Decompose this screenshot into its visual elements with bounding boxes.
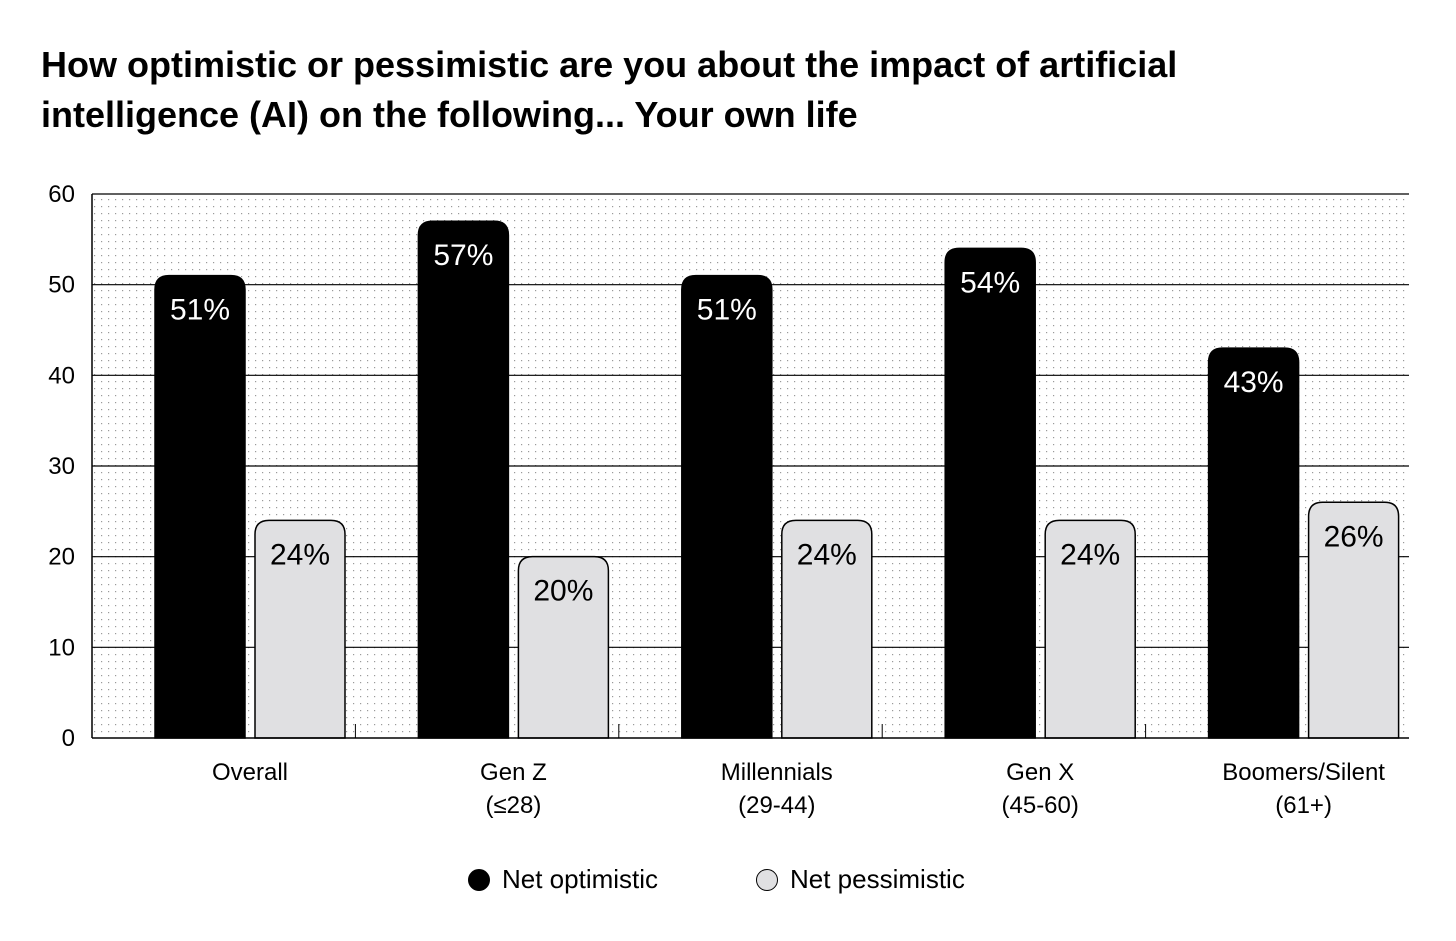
x-tick-label-4-0: Boomers/Silent	[1222, 759, 1385, 786]
x-tick-label-2-0: Millennials	[721, 759, 833, 786]
chart-title-line-2: intelligence (AI) on the following... Yo…	[41, 94, 858, 135]
legend-item-net-pessimistic: Net pessimistic	[756, 864, 965, 895]
legend-label-net-pessimistic: Net pessimistic	[790, 864, 965, 894]
data-label-net-pessimistic-1: 20%	[533, 575, 593, 608]
legend-label-net-optimistic: Net optimistic	[502, 864, 659, 894]
bar-net-optimistic-1	[417, 220, 510, 739]
bar-net-pessimistic-4	[1307, 501, 1400, 739]
x-tick-label-1-1: (≤28)	[485, 792, 541, 819]
y-tick-label-60: 60	[48, 181, 75, 208]
x-tick-label-0-0: Overall	[212, 759, 288, 786]
x-tick-label-3-0: Gen X	[1006, 759, 1074, 786]
x-tick-label-4-1: (61+)	[1275, 792, 1332, 819]
bar-net-optimistic-0	[154, 274, 246, 739]
legend: Net optimistic Net pessimistic	[0, 864, 1456, 900]
bar-net-optimistic-2	[681, 274, 773, 739]
bar-net-optimistic-4	[1207, 347, 1300, 739]
data-label-net-pessimistic-3: 24%	[1060, 538, 1120, 571]
y-tick-label-30: 30	[48, 453, 75, 480]
bar-net-pessimistic-0	[254, 519, 346, 739]
bar-net-pessimistic-3	[1044, 519, 1136, 739]
data-label-net-optimistic-3: 54%	[960, 266, 1020, 299]
bar-net-pessimistic-2	[781, 519, 873, 739]
y-tick-label-50: 50	[48, 272, 75, 299]
chart-title-line-1: How optimistic or pessimistic are you ab…	[41, 44, 1178, 85]
x-tick-label-1-0: Gen Z	[480, 759, 547, 786]
bar-net-pessimistic-1	[517, 555, 610, 739]
data-label-net-optimistic-1: 57%	[433, 239, 493, 272]
y-tick-label-40: 40	[48, 362, 75, 389]
y-tick-label-0: 0	[62, 725, 75, 752]
data-label-net-pessimistic-2: 24%	[797, 538, 857, 571]
data-label-net-optimistic-2: 51%	[697, 294, 757, 327]
data-label-net-optimistic-0: 51%	[170, 294, 230, 327]
y-tick-label-10: 10	[48, 634, 75, 661]
data-label-net-pessimistic-0: 24%	[270, 538, 330, 571]
chart-title: How optimistic or pessimistic are you ab…	[41, 40, 1341, 140]
data-label-net-pessimistic-4: 26%	[1324, 520, 1384, 553]
x-tick-label-2-1: (29-44)	[738, 792, 815, 819]
x-tick-label-3-1: (45-60)	[1002, 792, 1079, 819]
bar-net-optimistic-3	[944, 247, 1036, 739]
legend-item-net-optimistic: Net optimistic	[468, 864, 658, 895]
data-label-net-optimistic-4: 43%	[1224, 366, 1284, 399]
y-tick-label-20: 20	[48, 544, 75, 571]
legend-swatch-net-pessimistic	[756, 868, 778, 891]
legend-swatch-net-optimistic	[468, 868, 490, 891]
